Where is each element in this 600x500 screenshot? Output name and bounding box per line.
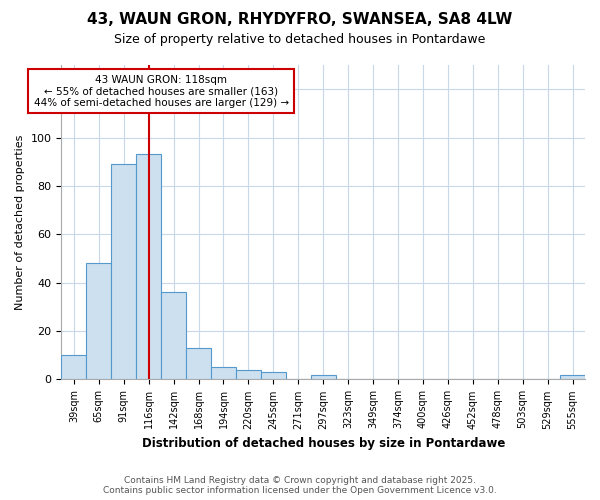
Bar	[86, 264, 111, 380]
Text: 43, WAUN GRON, RHYDYFRO, SWANSEA, SA8 4LW: 43, WAUN GRON, RHYDYFRO, SWANSEA, SA8 4L…	[88, 12, 512, 28]
Bar	[61, 356, 86, 380]
Bar	[560, 374, 585, 380]
Bar	[161, 292, 186, 380]
X-axis label: Distribution of detached houses by size in Pontardawe: Distribution of detached houses by size …	[142, 437, 505, 450]
Bar	[211, 368, 236, 380]
Bar	[261, 372, 286, 380]
Text: Contains HM Land Registry data © Crown copyright and database right 2025.
Contai: Contains HM Land Registry data © Crown c…	[103, 476, 497, 495]
Text: 43 WAUN GRON: 118sqm
← 55% of detached houses are smaller (163)
44% of semi-deta: 43 WAUN GRON: 118sqm ← 55% of detached h…	[34, 74, 289, 108]
Bar	[136, 154, 161, 380]
Text: Size of property relative to detached houses in Pontardawe: Size of property relative to detached ho…	[115, 32, 485, 46]
Bar	[111, 164, 136, 380]
Y-axis label: Number of detached properties: Number of detached properties	[15, 134, 25, 310]
Bar	[186, 348, 211, 380]
Bar	[236, 370, 261, 380]
Bar	[311, 374, 335, 380]
